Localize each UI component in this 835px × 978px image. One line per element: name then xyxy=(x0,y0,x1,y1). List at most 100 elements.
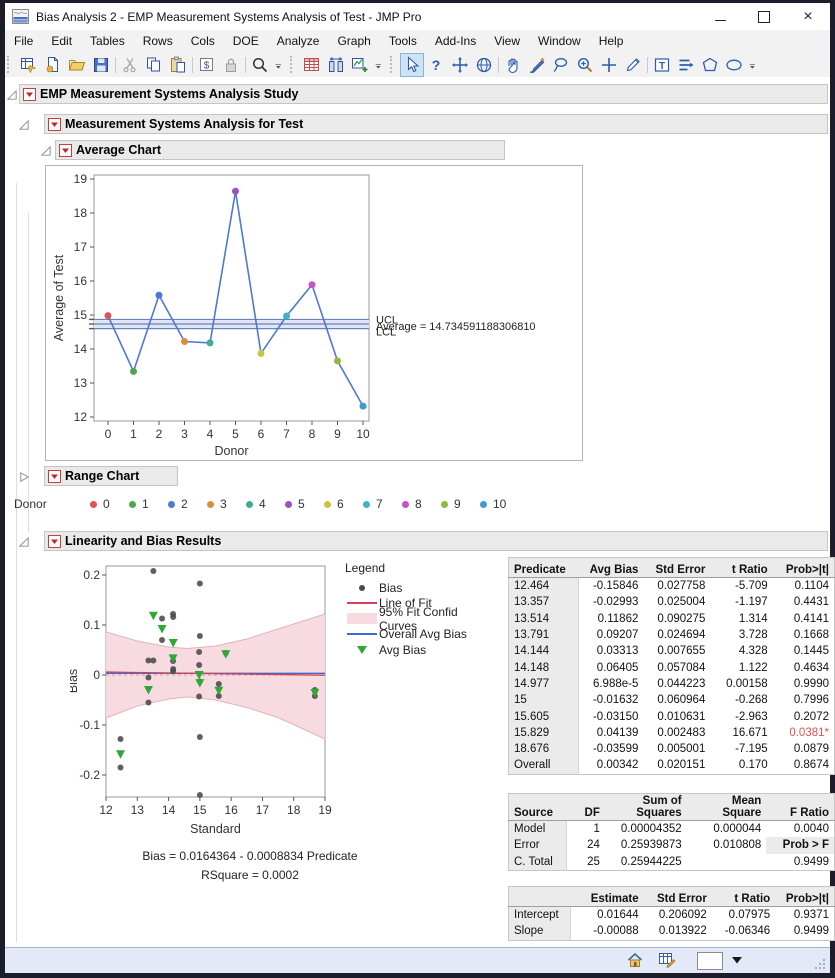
average-points[interactable] xyxy=(104,187,367,410)
grabber-hand-icon[interactable] xyxy=(501,53,525,77)
menu-help[interactable]: Help xyxy=(598,34,624,48)
red-triangle-menu-icon[interactable] xyxy=(48,117,61,131)
column-header: Prob>|t| xyxy=(775,886,835,907)
section-header-emp-study[interactable]: EMP Measurement Systems Analysis Study xyxy=(19,84,828,104)
open-folder-icon[interactable] xyxy=(65,53,89,77)
red-triangle-menu-icon[interactable] xyxy=(48,469,61,483)
arrow-cursor-icon[interactable] xyxy=(400,52,424,77)
donor-legend-entry-0[interactable]: 0 xyxy=(90,497,129,511)
cut-icon[interactable] xyxy=(118,53,142,77)
svg-text:Average = 14.734591188306810: Average = 14.734591188306810 xyxy=(376,321,536,333)
polygon-annotation-icon[interactable] xyxy=(698,53,722,77)
table-cell: 0.025004 xyxy=(657,596,706,609)
section-header-msa[interactable]: Measurement Systems Analysis for Test xyxy=(44,114,828,134)
oval-annotation-icon[interactable] xyxy=(722,53,746,77)
disclosure-expanded-icon[interactable] xyxy=(40,145,52,157)
donor-legend-entry-3[interactable]: 3 xyxy=(207,497,246,511)
crosshair-icon[interactable] xyxy=(597,53,621,77)
resize-grip[interactable] xyxy=(813,957,827,971)
menu-tools[interactable]: Tools xyxy=(388,34,417,48)
disclosure-expanded-icon[interactable] xyxy=(18,119,30,131)
text-annotation-icon[interactable]: T xyxy=(650,53,674,77)
outline-tree-line-2 xyxy=(28,213,29,533)
save-icon[interactable] xyxy=(89,53,113,77)
menu-tables[interactable]: Tables xyxy=(90,34,125,48)
new-graph-icon[interactable] xyxy=(348,53,372,77)
move-cross-icon[interactable] xyxy=(448,53,472,77)
caret-down-icon[interactable] xyxy=(729,951,745,969)
line-annotation-icon[interactable] xyxy=(674,53,698,77)
donor-legend-entry-7[interactable]: 7 xyxy=(363,497,402,511)
help-icon[interactable]: ? xyxy=(424,53,448,77)
red-triangle-menu-icon[interactable] xyxy=(23,87,36,101)
zoom-in-icon[interactable] xyxy=(573,53,597,77)
disclosure-expanded-icon[interactable] xyxy=(6,89,18,101)
overflow-caret-icon[interactable] xyxy=(746,53,760,77)
donor-legend-entry-5[interactable]: 5 xyxy=(285,497,324,511)
menu-view[interactable]: View xyxy=(494,34,520,48)
menu-edit[interactable]: Edit xyxy=(51,34,73,48)
paste-icon[interactable] xyxy=(166,53,190,77)
data-filter-icon[interactable]: $ xyxy=(195,53,219,77)
overflow-caret-icon[interactable] xyxy=(372,53,386,77)
donor-color-dot xyxy=(246,500,253,508)
table-cell: 0.9371 xyxy=(793,909,829,922)
section-header-range-chart[interactable]: Range Chart xyxy=(44,466,178,486)
menu-addins[interactable]: Add-Ins xyxy=(434,34,477,48)
avg-bias-markers[interactable] xyxy=(116,611,320,759)
donor-legend-entry-8[interactable]: 8 xyxy=(402,497,441,511)
globe-icon[interactable] xyxy=(472,53,496,77)
data-table-icon[interactable] xyxy=(300,53,324,77)
disclosure-expanded-icon[interactable] xyxy=(18,536,30,548)
section-header-linearity[interactable]: Linearity and Bias Results xyxy=(44,531,828,551)
menu-graph[interactable]: Graph xyxy=(337,34,371,48)
home-icon[interactable] xyxy=(625,951,645,969)
menu-analyze[interactable]: Analyze xyxy=(276,34,320,48)
section-header-average-chart[interactable]: Average Chart xyxy=(55,140,505,160)
toolbar-grip[interactable] xyxy=(290,56,297,73)
donor-legend-entry-4[interactable]: 4 xyxy=(246,497,285,511)
linearity-chart-svg[interactable]: -0.2 -0.1 0 0.1 0.2 12 13 14 15 16 17 18 19 Standard B… xyxy=(70,556,342,848)
lasso-icon[interactable] xyxy=(549,53,573,77)
donor-legend-entry-6[interactable]: 6 xyxy=(324,497,363,511)
red-triangle-menu-icon[interactable] xyxy=(48,534,61,548)
search-icon[interactable] xyxy=(248,53,272,77)
disclosure-collapsed-icon[interactable] xyxy=(18,471,30,483)
menu-cols[interactable]: Cols xyxy=(190,34,215,48)
table-row: Model 1 0.00004352 0.000044 0.0040 xyxy=(508,820,835,838)
minimize-button[interactable] xyxy=(698,3,742,30)
menu-doe[interactable]: DOE xyxy=(232,34,259,48)
average-chart-plot[interactable]: 12 13 14 15 16 17 18 19 0 1 2 3 4 5 6 7 8 9 10 Donor Average… xyxy=(45,165,583,461)
toolbar-group xyxy=(288,53,386,76)
donor-legend-entry-2[interactable]: 2 xyxy=(168,497,207,511)
svg-text:14: 14 xyxy=(162,803,176,817)
overflow-caret-icon[interactable] xyxy=(272,53,286,77)
toolbar-grip[interactable] xyxy=(7,56,14,73)
menu-rows[interactable]: Rows xyxy=(142,34,173,48)
toolbar-grip[interactable] xyxy=(390,56,397,73)
menu-file[interactable]: File xyxy=(14,34,34,48)
new-script-icon[interactable] xyxy=(41,53,65,77)
table-cell: 0.07975 xyxy=(728,909,771,922)
new-data-table-icon[interactable] xyxy=(17,53,41,77)
color-swatch[interactable] xyxy=(697,952,723,970)
data-table-edit-icon[interactable] xyxy=(657,951,677,969)
toolbar-group: ? T xyxy=(388,52,760,77)
svg-text:Standard: Standard xyxy=(190,822,241,836)
pencil-icon[interactable] xyxy=(621,53,645,77)
menu-window[interactable]: Window xyxy=(538,34,581,48)
lock-icon[interactable] xyxy=(219,53,243,77)
donor-legend-entry-1[interactable]: 1 xyxy=(129,497,168,511)
table-cell: 13.791 xyxy=(508,626,579,644)
linearity-plot[interactable]: -0.2 -0.1 0 0.1 0.2 12 13 14 15 16 17 18 19 Standard B… xyxy=(70,556,342,848)
legend-item: Avg Bias xyxy=(345,642,495,658)
donor-legend-entry-9[interactable]: 9 xyxy=(441,497,480,511)
copy-icon[interactable] xyxy=(142,53,166,77)
brush-icon[interactable] xyxy=(525,53,549,77)
column-switcher-icon[interactable] xyxy=(324,53,348,77)
close-button[interactable]: × xyxy=(803,7,813,25)
red-triangle-menu-icon[interactable] xyxy=(59,143,72,157)
maximize-button[interactable] xyxy=(742,3,786,30)
donor-legend-entry-10[interactable]: 10 xyxy=(480,497,519,511)
